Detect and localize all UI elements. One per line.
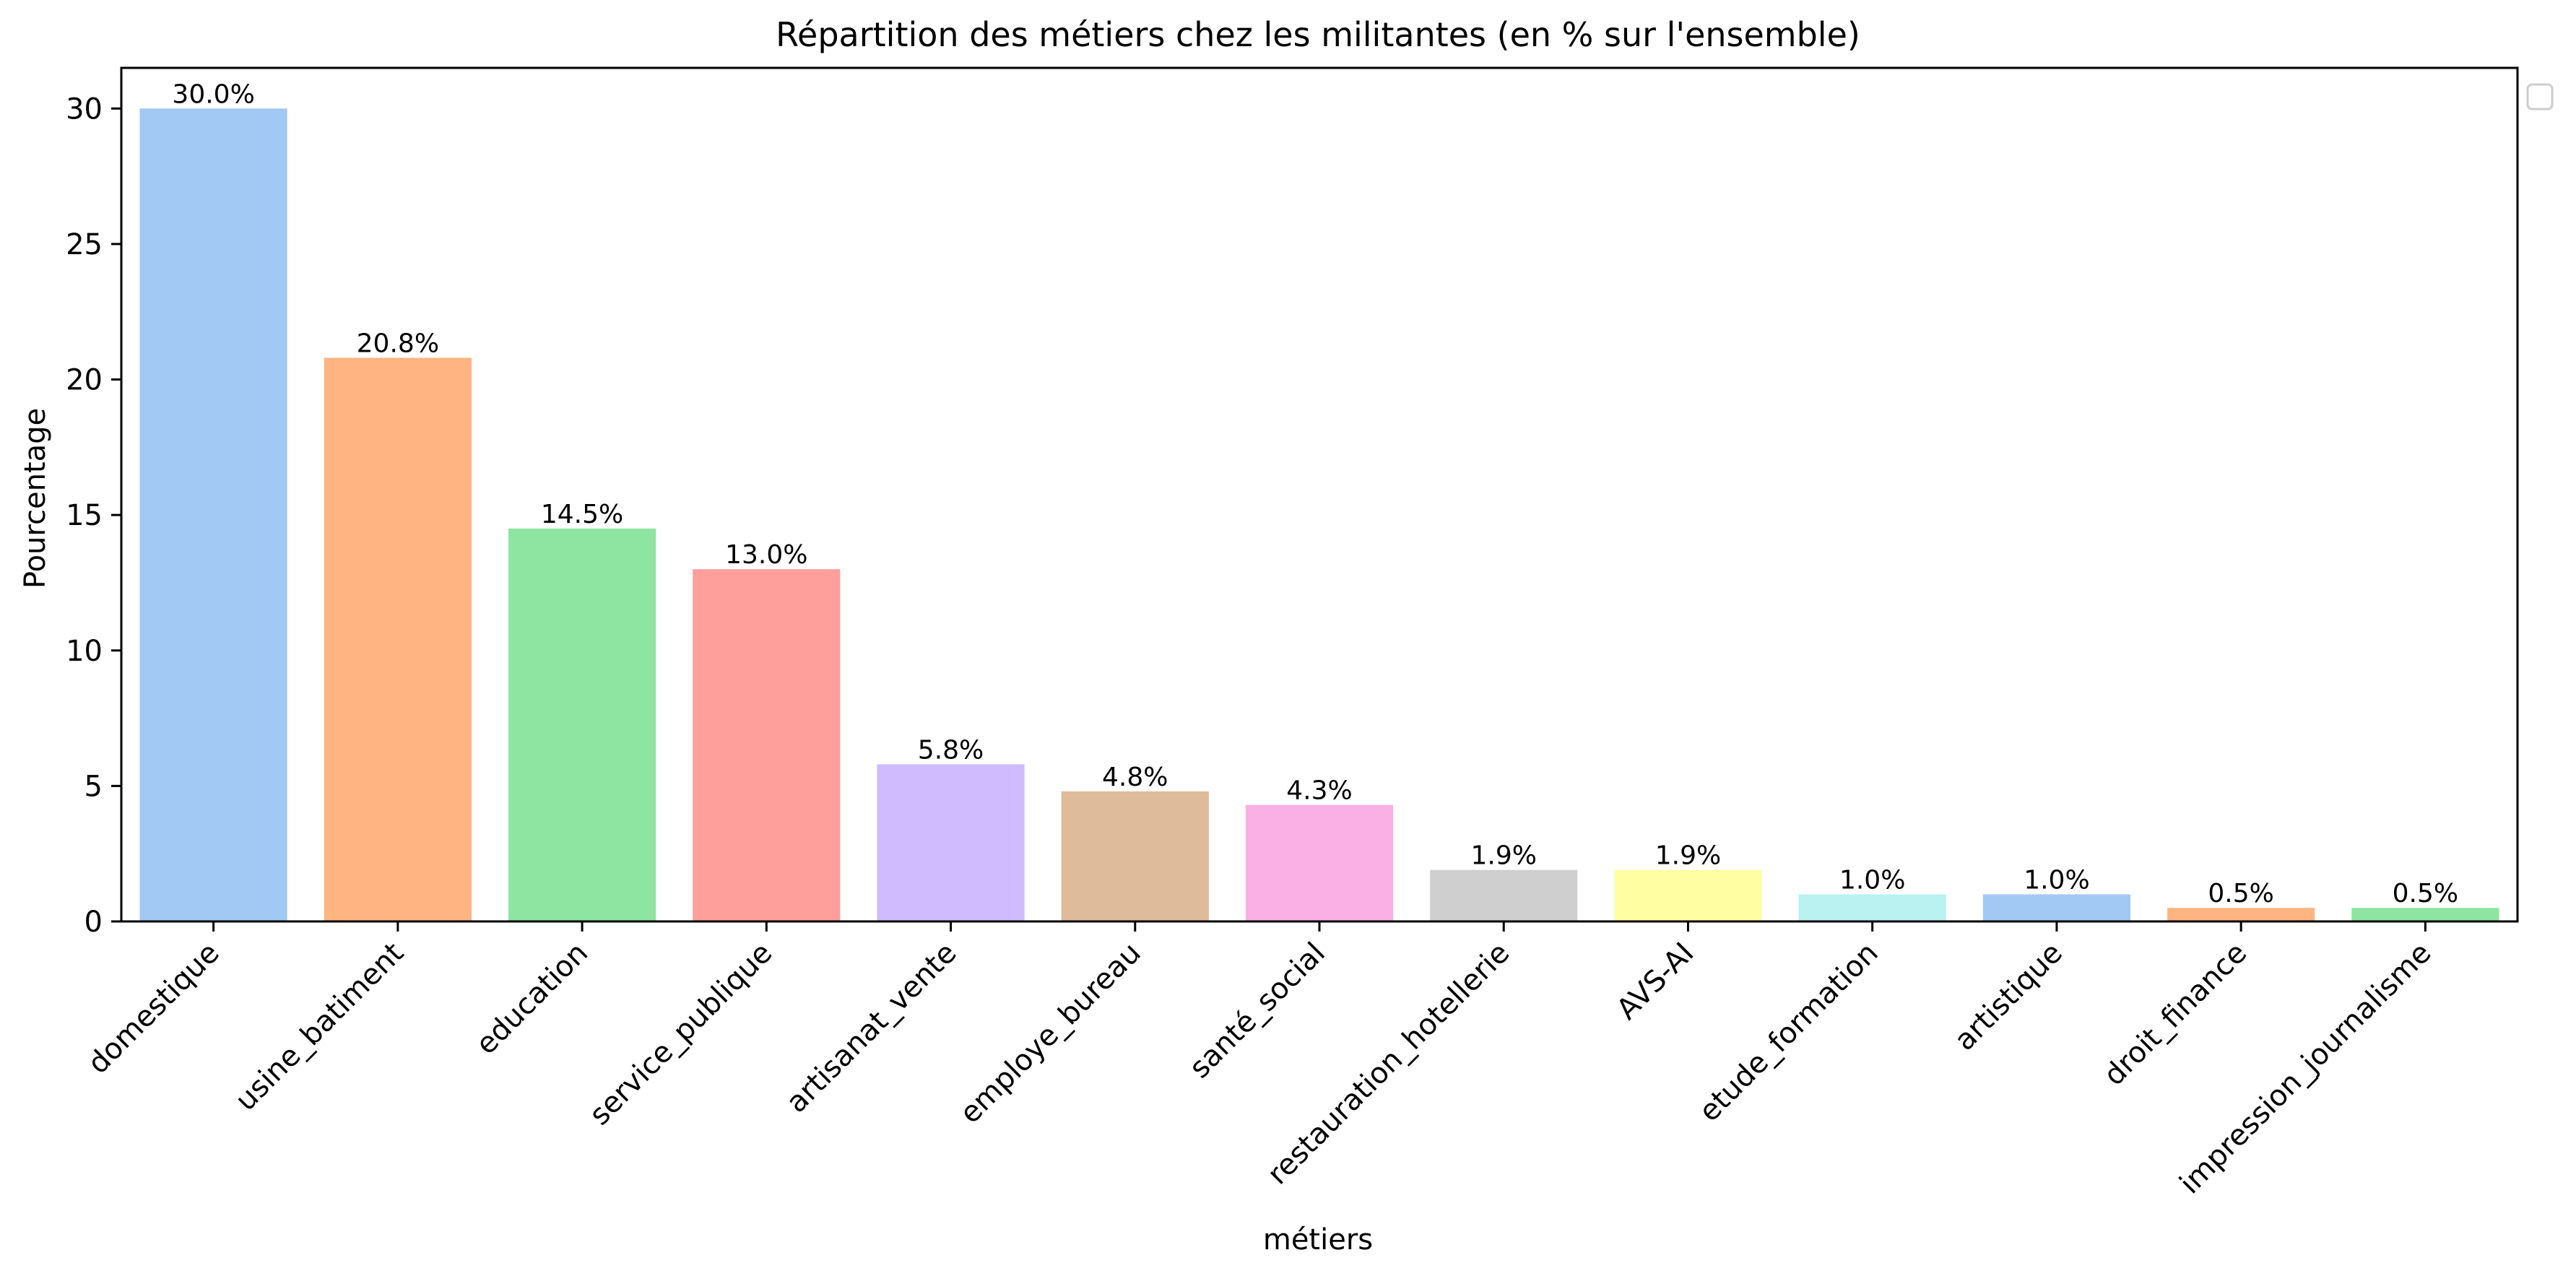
y-tick-label-25: 25 [66, 228, 103, 261]
value-label-artisanat_vente: 5.8% [918, 735, 984, 765]
value-label-artistique: 1.0% [2024, 865, 2089, 895]
bar-domestique [139, 108, 287, 921]
bar-artisanat_vente [877, 764, 1025, 921]
bar-service_publique [693, 569, 841, 921]
value-label-education: 14.5% [541, 500, 623, 529]
x-tick-label-etude_formation: etude_formation [1693, 937, 1885, 1129]
y-tick-label-20: 20 [66, 364, 103, 397]
value-label-etude_formation: 1.0% [1839, 865, 1905, 895]
bar-droit_finance [2167, 908, 2315, 921]
x-tick-label-santé_social: santé_social [1183, 937, 1332, 1085]
bar-AVS-AI [1614, 869, 1762, 921]
plot-area: 30.0% domestique 20.8% usine_batiment 14.5% e… [66, 66, 2519, 1200]
x-tick-label-droit_finance: droit_finance [2097, 937, 2253, 1093]
bar-restauration_hotellerie [1430, 869, 1578, 921]
x-tick-label-artistique: artistique [1948, 937, 2069, 1057]
bar-etude_formation [1798, 894, 1946, 921]
value-label-usine_batiment: 20.8% [357, 329, 439, 359]
bar-usine_batiment [324, 357, 472, 921]
bar-impression_journalisme [2351, 908, 2499, 921]
y-tick-label-30: 30 [66, 92, 103, 126]
value-label-AVS-AI: 1.9% [1655, 841, 1721, 871]
bar-education [508, 528, 656, 921]
y-tick-label-10: 10 [66, 635, 103, 668]
y-axis-label: Pourcentage [19, 408, 52, 589]
plot-frame [120, 66, 2519, 923]
value-label-impression_journalisme: 0.5% [2393, 879, 2458, 908]
value-label-restauration_hotellerie: 1.9% [1470, 841, 1536, 871]
x-tick-label-AVS-AI: AVS-AI [1610, 937, 1701, 1027]
x-tick-label-service_publique: service_publique [584, 937, 779, 1132]
legend-box [2526, 83, 2554, 110]
value-label-santé_social: 4.3% [1286, 776, 1352, 806]
y-tick-label-5: 5 [84, 770, 103, 803]
value-label-employe_bureau: 4.8% [1102, 763, 1168, 792]
x-tick-label-artisanat_vente: artisanat_vente [780, 937, 963, 1120]
y-tick-label-0: 0 [84, 906, 103, 939]
x-tick-label-employe_bureau: employe_bureau [953, 937, 1147, 1130]
y-tick-label-15: 15 [66, 499, 103, 532]
value-label-domestique: 30.0% [172, 79, 254, 109]
bar-employe_bureau [1061, 791, 1209, 921]
x-axis-label: métiers [1263, 1223, 1373, 1257]
x-tick-label-education: education [469, 937, 594, 1062]
bar-santé_social [1245, 804, 1394, 921]
x-tick-label-usine_batiment: usine_batiment [229, 937, 410, 1118]
bar-artistique [1982, 894, 2131, 921]
chart-title: Répartition des métiers chez les militan… [776, 15, 1860, 54]
value-label-service_publique: 13.0% [725, 540, 807, 570]
x-tick-label-domestique: domestique [82, 937, 226, 1081]
value-label-droit_finance: 0.5% [2208, 879, 2273, 908]
